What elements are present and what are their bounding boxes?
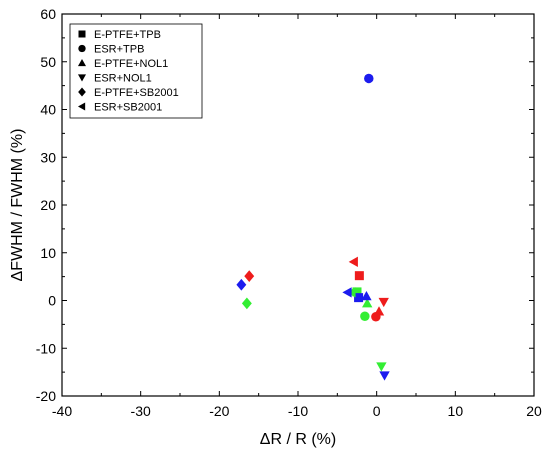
legend-marker-triangle-up [77,58,87,67]
data-point-triangle-left [342,287,352,298]
legend-marker-triangle-left [77,102,86,111]
legend-box [69,23,203,119]
y-tick-label: 30 [40,149,56,165]
data-point-triangle-down [378,297,389,308]
legend-marker-circle [78,44,86,53]
data-point-square [352,287,362,297]
data-point-circle [360,311,370,321]
data-point-square [354,293,364,303]
y-tick-label: 50 [40,54,56,70]
y-tick-label: -20 [36,388,56,404]
x-tick-label: -10 [288,403,308,419]
y-tick-label: 60 [40,6,56,22]
y-tick-label: 10 [40,245,56,261]
y-tick-label: 20 [40,197,56,213]
legend-marker-square [78,30,86,38]
legend-items: E-PTFE+TPB ESR+TPB E-PTFE+NOL1 ESR+NOL1 E-PT… [77,29,179,114]
x-tick-label: 10 [448,403,464,419]
legend-label: ESR+NOL1 [94,73,152,85]
data-point-triangle-down [379,371,390,381]
axis-tick-labels: -40 -30 -20 -10 0 10 20 -20 -10 0 10 20 30 40 50 60 [36,6,542,419]
data-point-triangle-left [348,256,358,267]
data-point-triangle-up [373,306,385,316]
x-tick-label: 0 [373,403,381,419]
legend-label: E-PTFE+TPB [94,29,161,41]
data-point-diamond [241,297,252,310]
axis-ticks [61,13,535,397]
x-axis-title: ΔR / R (%) [260,431,336,448]
data-point-triangle-up [361,291,372,301]
data-point-circle [364,73,374,84]
x-tick-label: -20 [209,403,229,419]
y-tick-label: 40 [40,102,56,118]
legend-marker-diamond [78,87,86,97]
legend: E-PTFE+TPB ESR+TPB E-PTFE+NOL1 ESR+NOL1 E-PT… [69,23,203,119]
legend-label: ESR+TPB [94,44,144,56]
y-tick-label: -10 [36,340,56,356]
data-markers [236,73,390,381]
data-point-diamond [244,270,255,282]
legend-label: E-PTFE+SB2001 [94,87,179,99]
legend-label: ESR+SB2001 [94,102,162,114]
legend-label: E-PTFE+NOL1 [94,58,168,70]
y-axis-title: ΔFWHM / FWHM (%) [9,129,26,282]
x-tick-label: -30 [131,403,151,419]
data-point-square [354,271,364,281]
legend-marker-triangle-down [77,74,87,82]
data-point-triangle-up [362,298,373,308]
x-tick-label: -40 [52,403,72,419]
x-tick-label: 20 [526,403,542,419]
data-point-diamond [236,278,247,291]
y-tick-label: 0 [48,293,56,309]
data-point-triangle-down [376,362,387,372]
